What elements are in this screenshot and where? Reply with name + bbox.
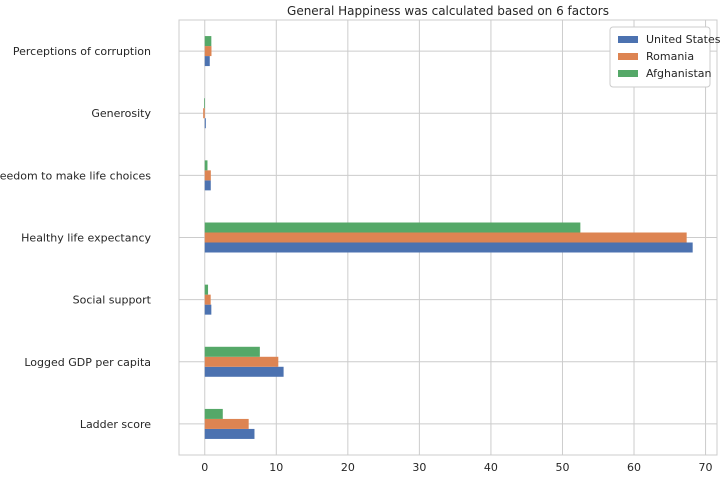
x-tick-label: 60 [627,461,641,474]
bar [204,56,210,67]
x-tick-label: 10 [269,461,283,474]
bar [204,180,211,191]
legend-swatch [618,53,638,60]
legend: United States Romania Afghanistan [609,26,721,88]
bar [204,36,212,47]
bar [204,366,284,377]
x-tick-label: 40 [484,461,498,474]
bar [204,294,211,305]
y-tick-label: Freedom to make life choices [0,169,151,182]
y-tick-label: Ladder score [80,418,151,431]
x-tick-label: 30 [412,461,426,474]
x-tick-label: 20 [341,461,355,474]
x-axis-ticks: 0 10 20 30 40 50 60 70 [201,461,712,474]
bar [204,98,205,109]
y-tick-label: Perceptions of corruption [13,45,151,58]
bar [204,418,249,429]
bar [204,170,211,181]
bar [204,242,693,253]
x-tick-label: 50 [555,461,569,474]
bar [204,346,260,357]
bar [204,46,212,57]
bar [204,356,279,367]
legend-swatch [618,36,638,43]
bar [204,232,687,243]
bar [204,118,206,129]
legend-swatch [618,70,638,77]
x-tick-label: 0 [201,461,208,474]
bar [204,428,255,439]
x-tick-label: 70 [699,461,713,474]
legend-label: Romania [646,50,694,63]
y-tick-label: Social support [73,294,152,307]
chart-title: General Happiness was calculated based o… [287,4,609,18]
bars [203,36,693,439]
y-tick-label: Healthy life expectancy [21,232,151,245]
y-axis-ticks: Ladder score Logged GDP per capita Social … [0,45,152,431]
bar [204,284,209,295]
y-tick-label: Generosity [91,107,151,120]
legend-label: Afghanistan [646,67,712,80]
bar [203,108,205,119]
bar [204,304,212,315]
legend-label: United States [646,33,721,46]
bar [204,222,581,233]
bar [204,160,208,171]
bar [204,408,223,419]
y-tick-label: Logged GDP per capita [24,356,151,369]
